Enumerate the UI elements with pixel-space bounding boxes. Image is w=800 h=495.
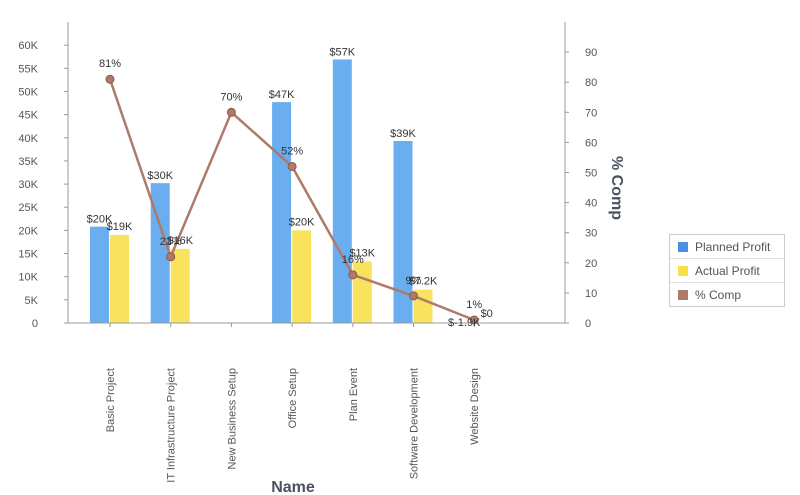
category-label: Office Setup xyxy=(287,368,299,428)
legend: Planned Profit Actual Profit % Comp xyxy=(669,234,785,307)
planned-profit-data-label: $57K xyxy=(329,47,355,59)
right-tick-label: 70 xyxy=(585,107,597,119)
actual-profit-data-label: $19K xyxy=(107,221,133,233)
percent-comp-data-label: 1% xyxy=(466,299,482,311)
legend-swatch xyxy=(678,241,688,252)
legend-label: Planned Profit xyxy=(695,239,771,254)
percent-comp-point xyxy=(166,252,176,262)
percent-comp-point xyxy=(287,161,297,171)
legend-label: Actual Profit xyxy=(695,263,760,278)
actual-profit-data-label: $16K xyxy=(167,235,193,247)
left-tick-label: 45K xyxy=(18,110,38,122)
right-y-axis-title: % Comp xyxy=(608,156,625,220)
percent-comp-data-label: 16% xyxy=(342,254,364,266)
bar-actual-profit xyxy=(170,248,190,323)
extra-data-label: $-1.9K xyxy=(448,317,481,329)
percent-comp-data-label: 9% xyxy=(406,275,422,287)
left-tick-label: 40K xyxy=(18,133,38,145)
category-label: Website Design xyxy=(469,368,481,445)
axes: 0 5K 10K 15K 20K 25K 30K 35K 40K 45K 50K 55K 60K 0 10 2… xyxy=(18,22,597,483)
left-tick-label: 30K xyxy=(18,179,38,191)
legend-item-percent-comp[interactable]: % Comp xyxy=(670,283,784,306)
left-tick-label: 0 xyxy=(32,318,38,330)
right-tick-label: 10 xyxy=(585,288,597,300)
actual-profit-data-label: $13K xyxy=(349,247,375,259)
percent-comp-line xyxy=(105,74,479,325)
data-labels: $20K$19K$30K$16K$47K$20K$57K$13K$39K$7.2… xyxy=(87,47,493,329)
left-tick-label: 35K xyxy=(18,156,38,168)
bar-actual-profit xyxy=(352,261,372,323)
planned-profit-data-label: $39K xyxy=(390,128,416,140)
category-label: Plan Event xyxy=(348,368,360,421)
right-tick-label: 20 xyxy=(585,258,597,270)
right-tick-label: 50 xyxy=(585,168,597,180)
left-tick-label: 15K xyxy=(18,249,38,261)
planned-profit-data-label: $47K xyxy=(269,89,295,101)
right-tick-label: 90 xyxy=(585,47,597,59)
percent-comp-point xyxy=(105,74,115,84)
right-tick-label: 60 xyxy=(585,137,597,149)
bar-planned-profit xyxy=(150,183,170,323)
left-tick-label: 50K xyxy=(18,86,38,98)
legend-item-planned-profit[interactable]: Planned Profit xyxy=(670,235,784,259)
right-tick-label: 80 xyxy=(585,77,597,89)
percent-comp-point xyxy=(348,270,358,280)
category-label: IT Infrastructure Project xyxy=(166,368,178,483)
planned-profit-data-label: $20K xyxy=(87,214,113,226)
bar-planned-profit xyxy=(393,141,413,323)
bar-actual-profit xyxy=(292,230,312,323)
percent-comp-point xyxy=(409,291,418,301)
legend-swatch xyxy=(678,289,688,300)
left-tick-label: 60K xyxy=(18,40,38,52)
legend-item-actual-profit[interactable]: Actual Profit xyxy=(670,259,784,283)
legend-swatch xyxy=(678,265,688,276)
percent-comp-data-label: 70% xyxy=(220,91,242,103)
category-label: Software Development xyxy=(409,368,421,479)
x-axis-title: Name xyxy=(271,479,315,495)
planned-profit-data-label: $30K xyxy=(147,170,173,182)
bar-planned-profit xyxy=(272,102,292,323)
left-tick-label: 55K xyxy=(18,63,38,75)
left-tick-label: 25K xyxy=(18,202,38,214)
legend-label: % Comp xyxy=(695,287,742,302)
right-tick-label: 0 xyxy=(585,318,591,330)
bar-actual-profit xyxy=(110,235,129,323)
actual-profit-data-label: $0 xyxy=(481,308,493,320)
bar-planned-profit xyxy=(332,59,352,324)
right-tick-label: 40 xyxy=(585,198,597,210)
left-tick-label: 5K xyxy=(25,295,39,307)
bars xyxy=(90,59,433,324)
actual-profit-data-label: $7.2K xyxy=(409,276,438,288)
percent-comp-data-label: 52% xyxy=(281,145,303,157)
actual-profit-data-label: $20K xyxy=(289,216,315,228)
category-label: Basic Project xyxy=(105,368,117,432)
percent-comp-point xyxy=(226,107,236,117)
percent-comp-data-label: 81% xyxy=(99,58,121,70)
left-tick-label: 20K xyxy=(18,225,38,237)
left-tick-label: 10K xyxy=(18,272,38,284)
percent-comp-data-label: 23% xyxy=(160,236,182,248)
right-tick-label: 30 xyxy=(585,228,597,240)
bar-planned-profit xyxy=(90,226,109,323)
category-label: New Business Setup xyxy=(226,368,238,470)
